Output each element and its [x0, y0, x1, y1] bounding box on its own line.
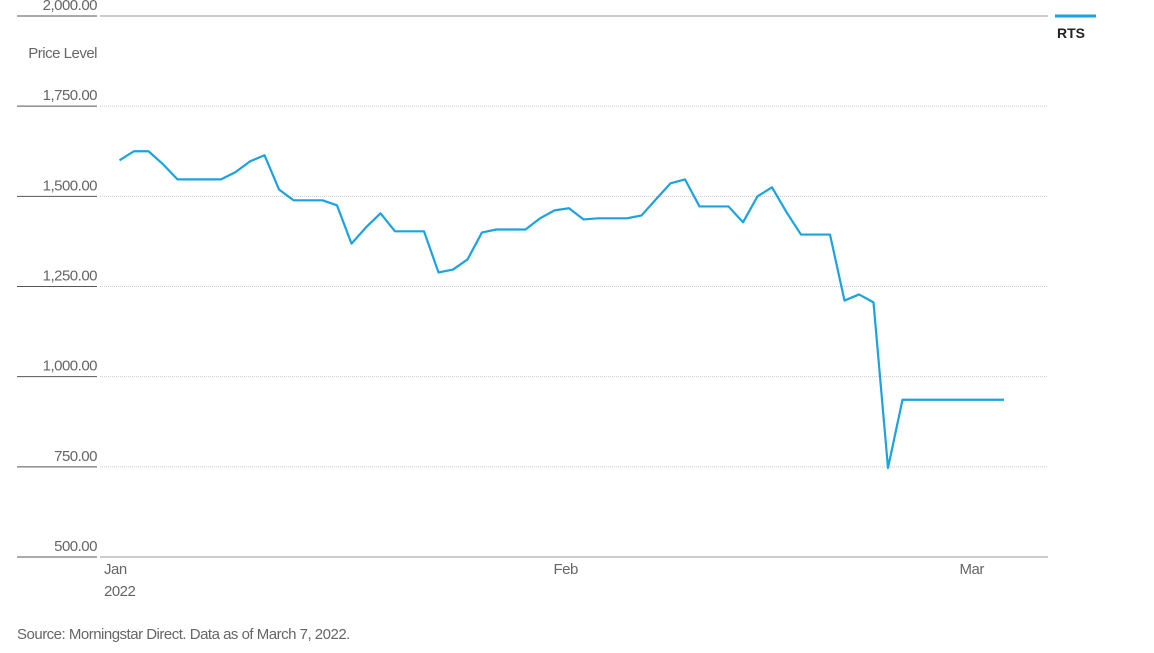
source-note: Source: Morningstar Direct. Data as of M…	[17, 626, 350, 643]
y-axis-title: Price Level	[28, 45, 97, 62]
x-tick-label: Jan	[104, 561, 127, 578]
y-tick-label: 1,750.00	[43, 87, 98, 104]
y-tick-label: 2,000.00	[43, 0, 98, 14]
legend-label: RTS	[1057, 25, 1085, 41]
y-tick-label: 1,500.00	[43, 177, 98, 194]
y-tick-label: 1,000.00	[43, 358, 98, 375]
x-tick-label: Mar	[960, 561, 985, 578]
y-tick-label: 750.00	[54, 448, 97, 465]
x-tick-label: Feb	[554, 561, 579, 578]
y-tick-label: 500.00	[54, 538, 97, 555]
y-tick-label: 1,250.00	[43, 268, 98, 285]
line-series	[118, 150, 1004, 470]
x-sublabel: 2022	[104, 583, 136, 600]
